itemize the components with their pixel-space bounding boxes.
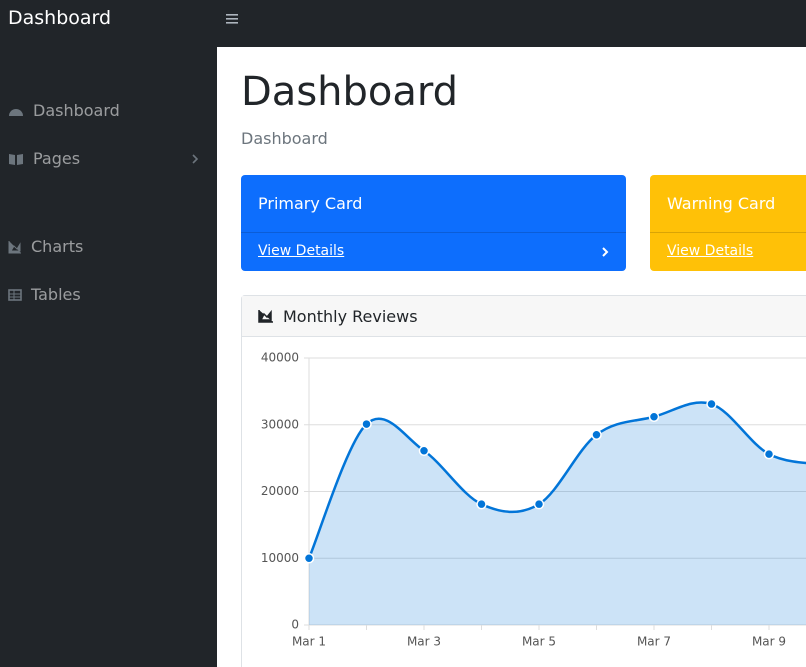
nav-label: Pages <box>33 149 81 168</box>
y-tick-label: 20000 <box>261 484 299 498</box>
x-tick-label: Mar 3 <box>407 635 441 649</box>
x-tick-label: Mar 5 <box>522 635 556 649</box>
nav-link[interactable]: Charts <box>8 237 83 256</box>
sidebar: Dashboard Pages Charts Tables <box>0 47 217 667</box>
point <box>648 411 660 422</box>
point <box>533 498 545 510</box>
chevron <box>602 247 609 257</box>
warning-card: Warning Card View Details <box>650 175 806 271</box>
x-tick-label: Mar 9 <box>752 635 786 649</box>
point <box>591 429 602 441</box>
nav-label: Dashboard <box>33 101 120 120</box>
point <box>418 445 430 457</box>
y-tick-label: 40000 <box>261 351 299 365</box>
main-content: Dashboard Dashboard Primary Card View De… <box>217 47 806 667</box>
card-footer: View Details <box>650 232 806 272</box>
top-navbar: Dashboard <box>0 0 806 47</box>
point <box>361 418 372 430</box>
nav-label: Charts <box>31 237 84 256</box>
area <box>309 402 806 625</box>
y-tick-label: 30000 <box>261 417 299 431</box>
page-title: Dashboard <box>241 69 459 115</box>
y-tick-label: 10000 <box>261 551 299 565</box>
chart-icon <box>258 309 273 323</box>
line <box>307 401 806 559</box>
chart: 0 10000 20000 30000 40000 Mar 1 Mar 3 Mar 5 Mar … <box>261 351 806 649</box>
chart-header: Monthly Reviews <box>242 296 806 337</box>
nav-link[interactable]: Dashboard <box>8 101 120 120</box>
point <box>706 398 717 410</box>
y-tick-label: 0 <box>291 618 299 632</box>
brand[interactable]: Dashboard <box>8 7 112 29</box>
card-footer: View Details <box>241 232 626 272</box>
card-title: Warning Card <box>667 194 776 213</box>
point <box>763 448 775 460</box>
card-link[interactable]: View Details <box>667 243 754 259</box>
point <box>303 553 315 564</box>
card-link[interactable]: View Details <box>258 243 345 259</box>
x-tick-label: Mar 7 <box>637 635 671 649</box>
point <box>476 498 487 510</box>
primary-card: Primary Card View Details <box>241 175 626 271</box>
breadcrumb: Dashboard <box>241 129 328 148</box>
chevron <box>192 154 199 164</box>
card-title: Primary Card <box>258 194 363 213</box>
nav-link[interactable]: Pages <box>8 149 80 168</box>
chart-title: Monthly Reviews <box>283 307 418 326</box>
x-tick-label: Mar 1 <box>292 635 326 649</box>
nav-label: Tables <box>31 285 81 304</box>
sidebar-toggle[interactable] <box>226 12 240 26</box>
nav-link[interactable]: Tables <box>8 285 81 304</box>
chart-card: Monthly Reviews 0 10000 20000 30000 40000 Mar… <box>241 295 806 667</box>
